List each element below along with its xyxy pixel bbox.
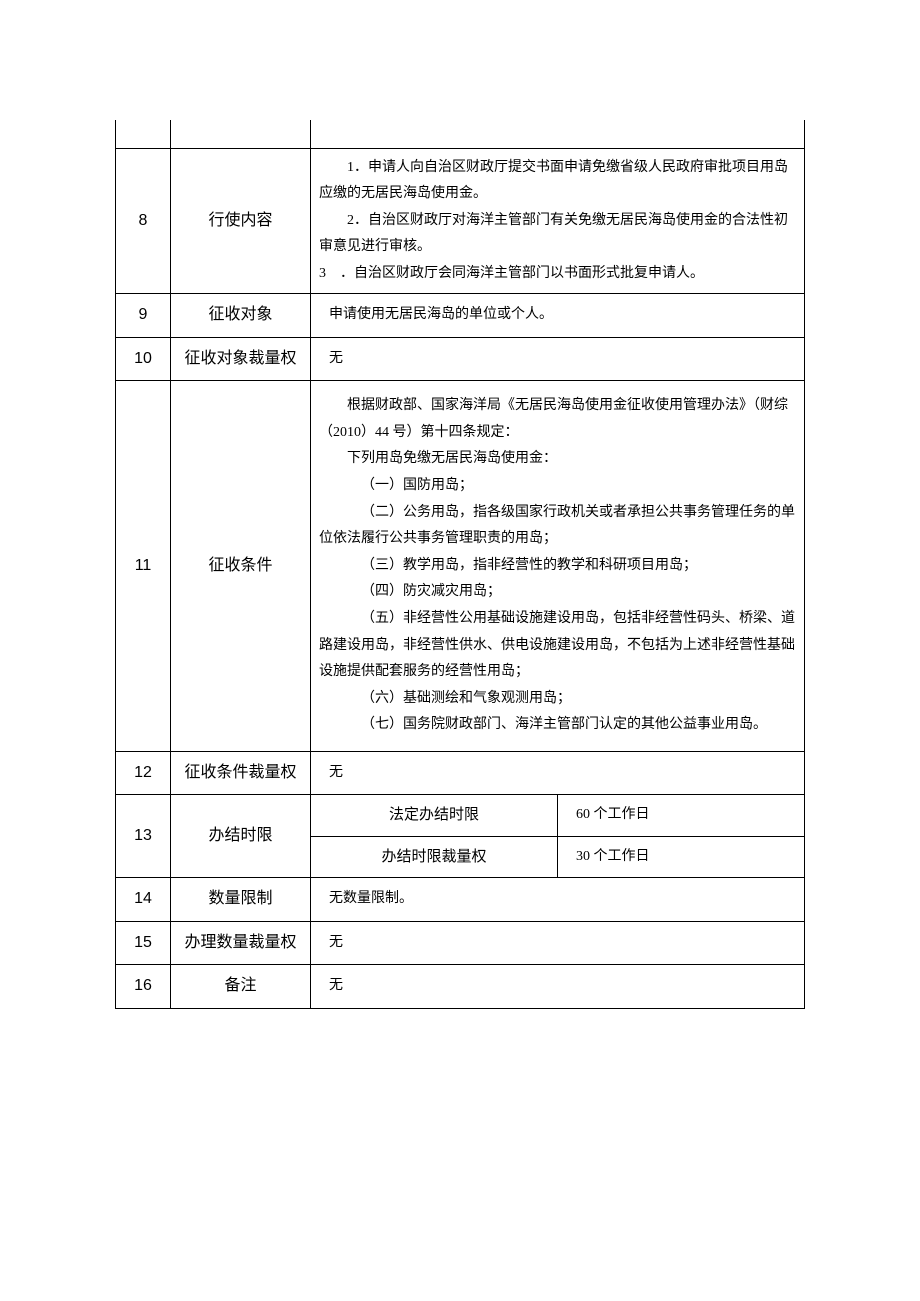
- table-row-15: 15 办理数量裁量权 无: [116, 921, 805, 964]
- content-line: 1．申请人向自治区财政厅提交书面申请免缴省级人民政府审批项目用岛应缴的无居民海岛…: [319, 155, 796, 208]
- row-num: 8: [116, 148, 171, 294]
- row-content: 根据财政部、国家海洋局《无居民海岛使用金征收使用管理办法》（财综（2010）44…: [311, 381, 805, 752]
- row-content: 申请使用无居民海岛的单位或个人。: [311, 294, 805, 337]
- content-item: （四）防灾减灾用岛；: [319, 579, 796, 606]
- gov-form-table: 8 行使内容 1．申请人向自治区财政厅提交书面申请免缴省级人民政府审批项目用岛应…: [115, 120, 805, 1009]
- row-content: 无: [311, 965, 805, 1008]
- table-row-8: 8 行使内容 1．申请人向自治区财政厅提交书面申请免缴省级人民政府审批项目用岛应…: [116, 148, 805, 294]
- row-label: 办结时限: [171, 795, 311, 878]
- row-num: 11: [116, 381, 171, 752]
- content-item: （一）国防用岛；: [319, 473, 796, 500]
- row-content: 1．申请人向自治区财政厅提交书面申请免缴省级人民政府审批项目用岛应缴的无居民海岛…: [311, 148, 805, 294]
- content-lead: 下列用岛免缴无居民海岛使用金：: [319, 446, 796, 473]
- table-row-9: 9 征收对象 申请使用无居民海岛的单位或个人。: [116, 294, 805, 337]
- table-row-13a: 13 办结时限 法定办结时限 60 个工作日: [116, 795, 805, 837]
- sub-value: 60 个工作日: [558, 795, 805, 837]
- row-num: 10: [116, 337, 171, 380]
- row-content: 无: [311, 921, 805, 964]
- row-num: 14: [116, 878, 171, 921]
- row-label: 征收对象裁量权: [171, 337, 311, 380]
- content-item: （六）基础测绘和气象观测用岛；: [319, 686, 796, 713]
- row-label: 征收对象: [171, 294, 311, 337]
- row-num: 13: [116, 795, 171, 878]
- row-num: 12: [116, 751, 171, 794]
- sub-label: 办结时限裁量权: [311, 836, 558, 878]
- table-row-16: 16 备注 无: [116, 965, 805, 1008]
- table-row-header-empty: [116, 120, 805, 148]
- sub-label: 法定办结时限: [311, 795, 558, 837]
- row-content: 无: [311, 751, 805, 794]
- row-label: 行使内容: [171, 148, 311, 294]
- content-intro: 根据财政部、国家海洋局《无居民海岛使用金征收使用管理办法》（财综（2010）44…: [319, 393, 796, 446]
- row-content: 无: [311, 337, 805, 380]
- table-row-12: 12 征收条件裁量权 无: [116, 751, 805, 794]
- row-num: 9: [116, 294, 171, 337]
- content-item: （二）公务用岛，指各级国家行政机关或者承担公共事务管理任务的单位依法履行公共事务…: [319, 500, 796, 553]
- content-item: （七）国务院财政部门、海洋主管部门认定的其他公益事业用岛。: [319, 712, 796, 739]
- table-row-14: 14 数量限制 无数量限制。: [116, 878, 805, 921]
- row-label: 征收条件: [171, 381, 311, 752]
- table-row-10: 10 征收对象裁量权 无: [116, 337, 805, 380]
- row-content: 无数量限制。: [311, 878, 805, 921]
- row-label: 征收条件裁量权: [171, 751, 311, 794]
- content-item: （三）教学用岛，指非经营性的教学和科研项目用岛；: [319, 553, 796, 580]
- row-label: 数量限制: [171, 878, 311, 921]
- table-row-11: 11 征收条件 根据财政部、国家海洋局《无居民海岛使用金征收使用管理办法》（财综…: [116, 381, 805, 752]
- row-label: 备注: [171, 965, 311, 1008]
- row-label: 办理数量裁量权: [171, 921, 311, 964]
- row-num: 16: [116, 965, 171, 1008]
- content-line: 3 ．自治区财政厅会同海洋主管部门以书面形式批复申请人。: [319, 261, 796, 288]
- sub-value: 30 个工作日: [558, 836, 805, 878]
- content-item: （五）非经营性公用基础设施建设用岛，包括非经营性码头、桥梁、道路建设用岛，非经营…: [319, 606, 796, 686]
- row-num: 15: [116, 921, 171, 964]
- content-line: 2．自治区财政厅对海洋主管部门有关免缴无居民海岛使用金的合法性初审意见进行审核。: [319, 208, 796, 261]
